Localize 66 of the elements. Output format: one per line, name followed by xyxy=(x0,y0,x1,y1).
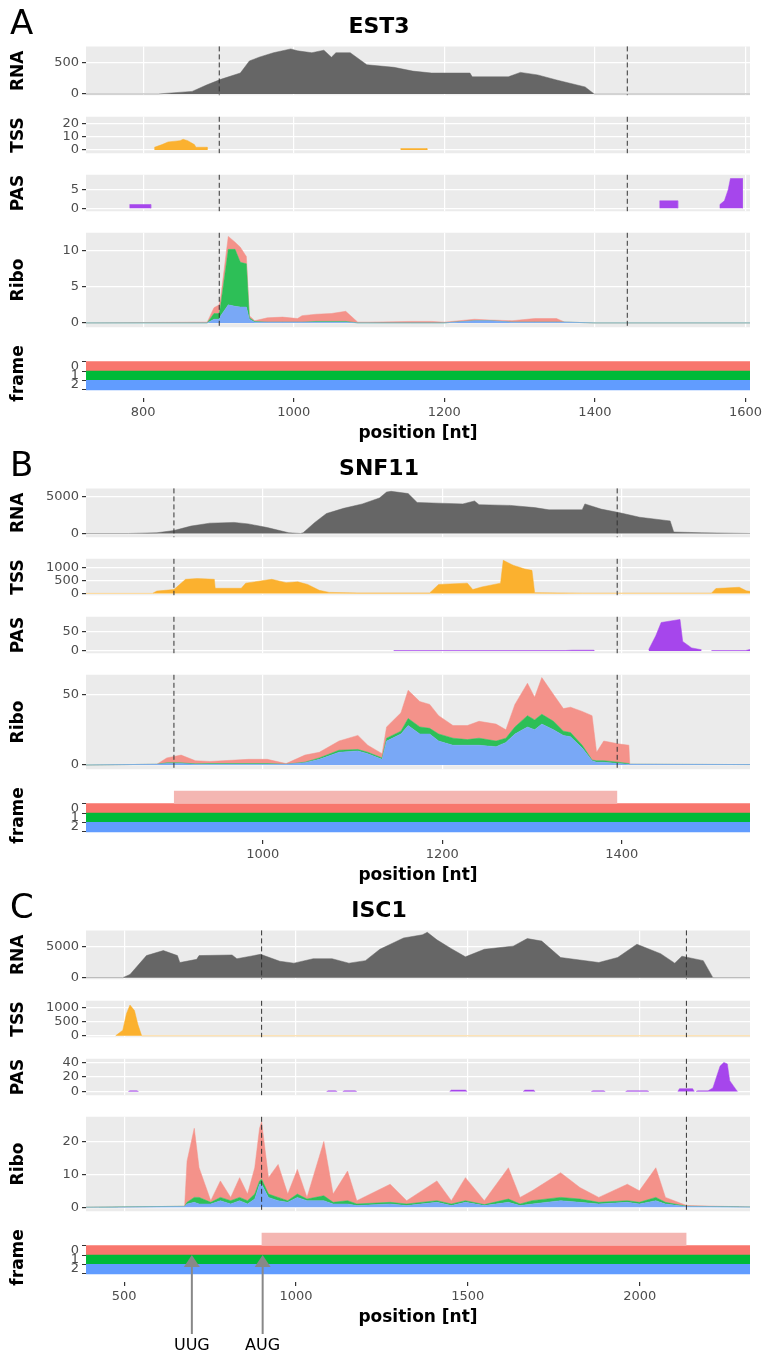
y-axis-title: TSS xyxy=(6,559,27,595)
y-tick-label: 0 xyxy=(70,969,79,984)
text: A xyxy=(10,1,34,42)
x-tick-label: 800 xyxy=(130,404,156,420)
annotation: UUG xyxy=(173,1335,210,1355)
x-tick-label: 1200 xyxy=(427,404,461,420)
x-tick-label: 1000 xyxy=(279,1288,313,1304)
y-axis-title: Ribo xyxy=(6,1142,27,1186)
y-tick-label: 0 xyxy=(70,1027,79,1043)
y-tick-label: 5000 xyxy=(45,937,79,953)
y-tick-label: 10 xyxy=(62,128,79,144)
chart-title: EST3 xyxy=(348,12,410,38)
y-axis-title: TSS xyxy=(6,117,27,153)
y-axis-title: PAS xyxy=(6,616,27,654)
y-tick-label: 0 xyxy=(70,1198,79,1214)
y-tick-label: 50 xyxy=(62,685,79,701)
y-tick-label: 0 xyxy=(70,85,79,101)
x-tick-label: 1400 xyxy=(578,404,612,420)
y-tick-label: 0 xyxy=(70,756,79,772)
y-axis-title: Ribo xyxy=(6,258,27,302)
x-axis-title: position [nt] xyxy=(358,864,478,885)
y-axis-title: RNA xyxy=(6,933,27,976)
x-tick-label: 1600 xyxy=(728,404,763,420)
y-tick-label: 0 xyxy=(70,584,79,600)
text: B xyxy=(10,443,34,484)
y-tick-label: 0 xyxy=(70,314,79,330)
y-tick-label: 1000 xyxy=(45,999,79,1015)
y-axis-title: Ribo xyxy=(6,700,27,744)
x-tick-label: 500 xyxy=(111,1288,137,1304)
annotation: AUG xyxy=(245,1335,281,1355)
x-axis-title: position [nt] xyxy=(358,422,478,443)
x-tick-label: 1000 xyxy=(246,846,280,862)
y-tick-label: 5000 xyxy=(45,487,79,503)
x-tick-label: 1500 xyxy=(451,1288,485,1304)
y-tick-label: 50 xyxy=(62,623,79,639)
y-tick-label: 0 xyxy=(70,524,79,540)
y-tick-label: 500 xyxy=(54,1013,79,1029)
y-tick-label: 20 xyxy=(62,114,79,130)
y-tick-label: 0 xyxy=(70,141,79,157)
y-axis-title: PAS xyxy=(6,1058,27,1096)
x-tick-label: 1000 xyxy=(277,404,311,420)
y-tick-label: 10 xyxy=(62,242,79,258)
y-tick-label: 10 xyxy=(62,1165,79,1181)
y-tick-label: 500 xyxy=(54,53,79,69)
text: C xyxy=(10,885,34,926)
chart-title: SNF11 xyxy=(339,454,419,480)
y-axis-title: frame xyxy=(6,1229,27,1286)
y-axis-title: TSS xyxy=(6,1001,27,1037)
y-tick-label: 20 xyxy=(62,1132,79,1148)
y-tick-label: 0 xyxy=(70,199,79,215)
y-tick-label: 5 xyxy=(70,278,79,294)
x-tick-label: 1400 xyxy=(605,846,639,862)
y-tick-label: 0 xyxy=(70,642,79,658)
x-tick-label: 1200 xyxy=(425,846,459,862)
x-tick-label: 2000 xyxy=(623,1288,657,1304)
chart-title: ISC1 xyxy=(351,896,407,922)
y-tick-label: 40 xyxy=(62,1053,79,1069)
x-axis-title: position [nt] xyxy=(358,1306,478,1327)
y-tick-label: 20 xyxy=(62,1068,79,1084)
y-axis-title: frame xyxy=(6,345,27,402)
y-tick-label: 5 xyxy=(70,181,79,197)
y-axis-title: PAS xyxy=(6,174,27,212)
y-axis-title: frame xyxy=(6,787,27,844)
y-axis-title: RNA xyxy=(6,491,27,534)
y-tick-label: 0 xyxy=(70,1082,79,1098)
y-axis-title: RNA xyxy=(6,49,27,92)
